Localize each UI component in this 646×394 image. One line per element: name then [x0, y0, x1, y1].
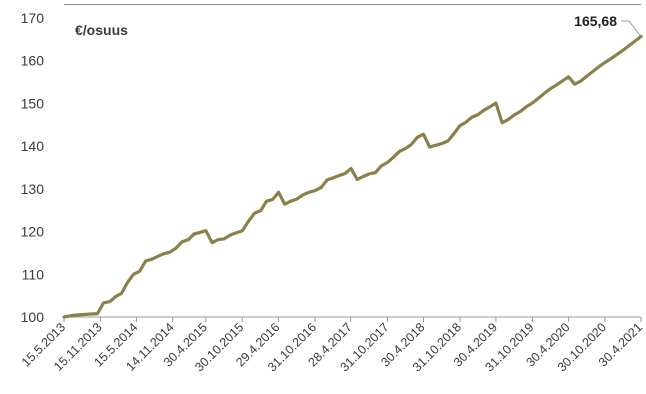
y-tick-label: 130 — [21, 181, 45, 197]
y-tick-label: 120 — [21, 224, 45, 240]
y-tick-label: 140 — [21, 138, 45, 154]
unit-label: €/osuus — [75, 22, 128, 38]
x-axis: 15.5.201315.11.201315.5.201414.11.201430… — [19, 317, 645, 374]
series-line — [62, 34, 643, 319]
y-tick-label: 100 — [21, 309, 45, 325]
callout-leader-line — [621, 20, 641, 36]
y-axis: 100 110 120 130 140 150 160 170 — [21, 10, 45, 325]
y-tick-label: 160 — [21, 53, 45, 69]
y-tick-label: 170 — [21, 10, 45, 26]
chart-frame — [64, 4, 641, 318]
last-value-callout: 165,68 — [574, 13, 641, 36]
plot-area — [62, 34, 643, 319]
last-value-label: 165,68 — [574, 13, 617, 29]
y-tick-label: 110 — [22, 266, 45, 282]
y-tick-label: 150 — [21, 95, 45, 111]
